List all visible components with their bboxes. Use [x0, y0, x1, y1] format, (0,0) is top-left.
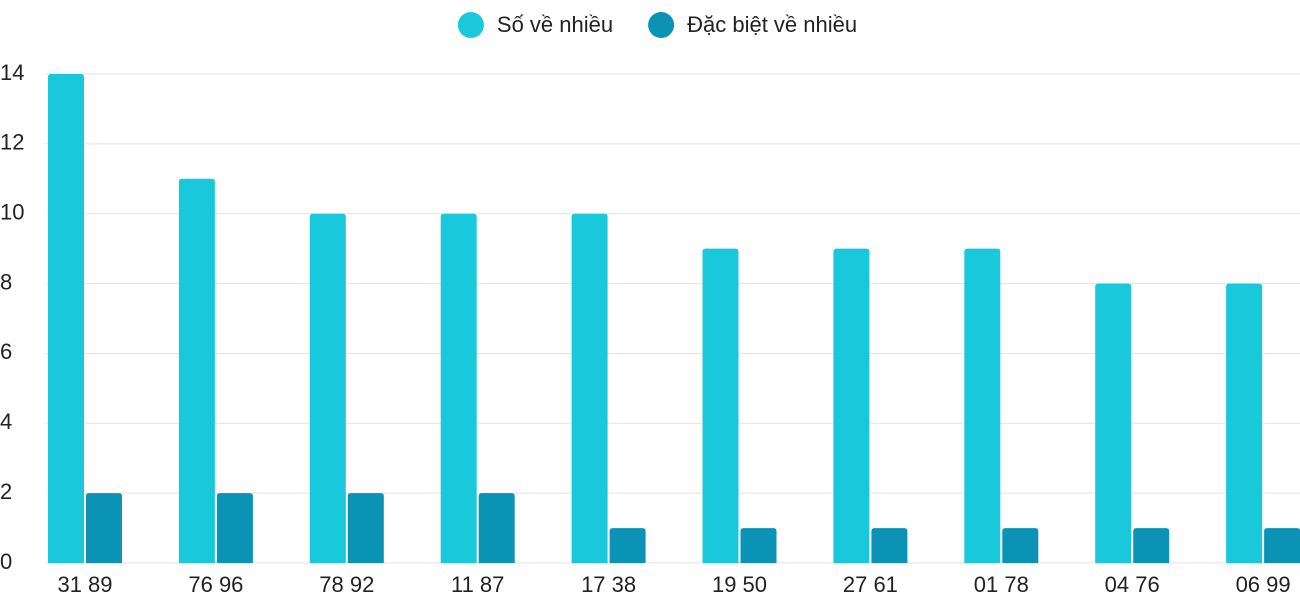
- y-tick-label: 6: [0, 339, 12, 364]
- x-tick-label: 27 61: [843, 572, 898, 597]
- bar: [478, 493, 515, 563]
- legend-swatch: [648, 12, 675, 38]
- x-tick-label: 06 99: [1236, 572, 1291, 597]
- bar: [48, 74, 84, 563]
- bar: [86, 493, 122, 563]
- y-tick-label: 4: [0, 409, 12, 434]
- bar: [1095, 283, 1132, 563]
- x-tick-label: 76 96: [188, 572, 243, 597]
- x-tick-label: 19 50: [712, 572, 767, 597]
- bar: [609, 528, 646, 563]
- bar: [1264, 528, 1300, 563]
- x-tick-label: 01 78: [974, 572, 1029, 597]
- bar: [1133, 528, 1170, 563]
- bar: [1226, 283, 1263, 563]
- y-tick-label: 0: [0, 549, 12, 574]
- bar: [216, 493, 253, 563]
- bar: [702, 248, 739, 563]
- x-tick-label: 17 38: [581, 572, 636, 597]
- bar: [347, 493, 384, 563]
- bar: [964, 248, 1001, 563]
- x-tick-label: 31 89: [57, 572, 112, 597]
- bar: [178, 178, 215, 564]
- legend-label: Đặc biệt về nhiều: [687, 12, 857, 37]
- x-tick-label: 78 92: [319, 572, 374, 597]
- bar: [871, 528, 908, 563]
- legend-label: Số về nhiều: [497, 12, 613, 37]
- bar: [1002, 528, 1039, 563]
- y-tick-label: 12: [0, 130, 24, 155]
- bar: [571, 213, 608, 563]
- bar: [833, 248, 870, 563]
- x-tick-label: 04 76: [1105, 572, 1160, 597]
- y-tick-label: 8: [0, 269, 12, 294]
- y-tick-label: 2: [0, 479, 12, 504]
- y-tick-label: 14: [0, 60, 24, 85]
- legend-swatch: [457, 12, 484, 38]
- bar: [309, 213, 346, 563]
- bar: [740, 528, 777, 563]
- x-tick-label: 11 87: [451, 572, 504, 597]
- y-tick-label: 10: [0, 200, 24, 225]
- bar: [440, 213, 477, 563]
